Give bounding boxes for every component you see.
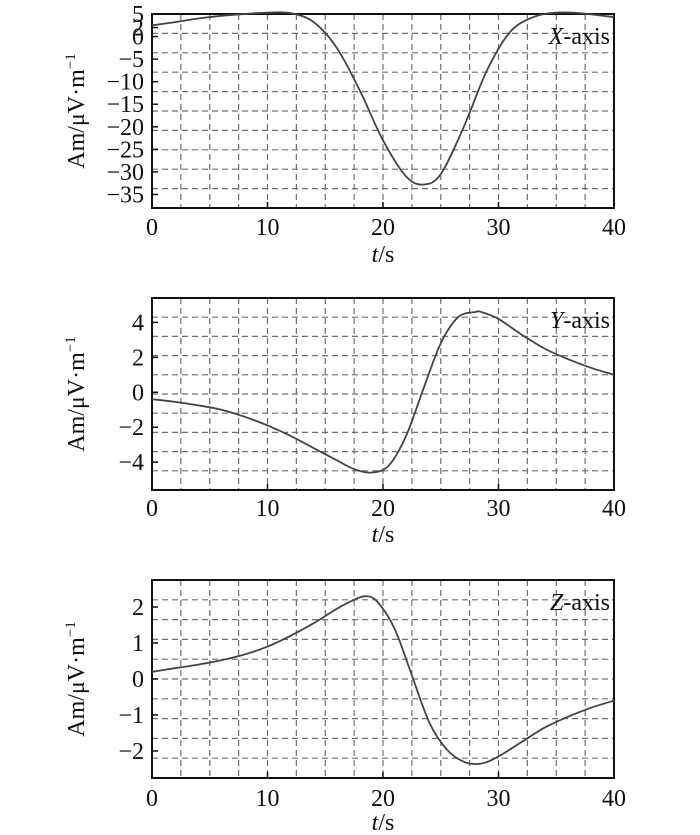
x-tick-label: 40	[602, 215, 626, 241]
panel-label: X-axis	[548, 24, 610, 50]
chart-panel-x: 0 10 20 30 40520−5−10−15−20−25−30−35X-axist/…	[63, 2, 626, 268]
y-tick-label: −15	[106, 92, 144, 118]
panel-label-suffix: -axis	[563, 308, 610, 334]
x-tick-label: 20	[371, 496, 395, 522]
x-axis-variable: t	[372, 522, 380, 548]
x-tick-label: 20	[371, 215, 395, 241]
y-axis-unit: Am/μV·m	[64, 637, 90, 737]
y-axis-unit-exponent: −1	[63, 336, 79, 352]
y-tick-label: 4	[132, 310, 144, 336]
y-tick-label: −5	[118, 47, 144, 73]
x-axis-unit: /s	[378, 522, 394, 548]
y-tick-label: −4	[118, 450, 144, 476]
x-tick-label: 0	[146, 496, 158, 522]
y-tick-label: 2	[132, 595, 144, 621]
y-axis-unit: Am/μV·m	[64, 69, 90, 169]
y-tick-label: −35	[106, 182, 144, 208]
x-tick-label: 10	[256, 496, 280, 522]
y-axis-unit-exponent: −1	[63, 621, 79, 637]
y-axis-title: Am/μV·m−1	[63, 53, 90, 169]
x-axis-variable: t	[372, 810, 380, 835]
panel-label-letter: Z	[550, 590, 564, 616]
y-tick-label: −30	[106, 160, 144, 186]
y-tick-label: 5	[132, 2, 144, 28]
y-tick-label: −20	[106, 115, 144, 141]
y-tick-label: −10	[106, 70, 144, 96]
x-tick-label: 30	[487, 786, 511, 812]
series-line-y	[151, 310, 615, 474]
x-tick-label: 0	[146, 786, 158, 812]
y-tick-label: −1	[118, 703, 144, 729]
x-tick-label: 40	[602, 496, 626, 522]
y-axis-unit: Am/μV·m	[64, 352, 90, 452]
y-tick-label: 1	[132, 631, 144, 657]
y-tick-label: −2	[118, 415, 144, 441]
series-line-x	[151, 11, 615, 186]
x-tick-label: 10	[256, 786, 280, 812]
y-tick-label: 2	[132, 16, 144, 42]
x-tick-label: 10	[256, 215, 280, 241]
x-axis-title: t/s	[372, 810, 395, 835]
y-tick-label: 0	[132, 380, 144, 406]
y-axis-title: Am/μV·m−1	[63, 621, 90, 737]
panel-label-suffix: -axis	[563, 590, 610, 616]
series-line-z	[151, 595, 615, 765]
x-tick-label: 40	[602, 786, 626, 812]
panel-label: Y-axis	[550, 308, 610, 334]
x-axis-title: t/s	[372, 242, 395, 268]
y-axis-title: Am/μV·m−1	[63, 336, 90, 452]
panel-label-letter: X	[548, 24, 565, 50]
x-tick-label: 30	[487, 496, 511, 522]
x-axis-unit: /s	[378, 810, 394, 835]
x-tick-label: 20	[371, 786, 395, 812]
x-axis-unit: /s	[378, 242, 394, 268]
panel-label-letter: Y	[550, 308, 566, 334]
y-tick-label: −2	[118, 739, 144, 765]
x-tick-label: 0	[146, 215, 158, 241]
y-axis-unit-exponent: −1	[63, 53, 79, 69]
y-tick-label: 0	[132, 25, 144, 51]
panel-label-suffix: -axis	[563, 24, 610, 50]
x-tick-label: 30	[487, 215, 511, 241]
panel-label: Z-axis	[550, 590, 610, 616]
y-tick-label: −25	[106, 137, 144, 163]
x-axis-title: t/s	[372, 522, 395, 548]
y-tick-label: 0	[132, 667, 144, 693]
x-axis-variable: t	[372, 242, 380, 268]
y-tick-label: 2	[132, 345, 144, 371]
